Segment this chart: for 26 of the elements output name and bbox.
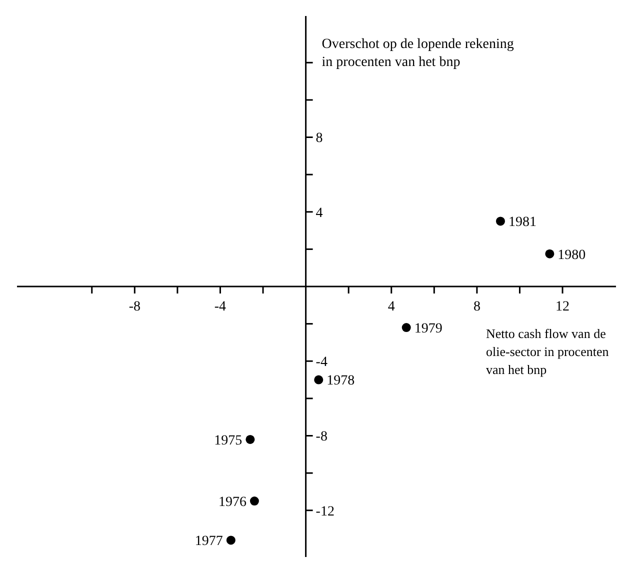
x-tick-label: 8 xyxy=(473,300,480,314)
y-tick-label: -12 xyxy=(316,504,334,520)
x-tick-label: 12 xyxy=(556,300,570,314)
x-axis-title: Netto cash flow van de olie-sector in procenten van het bnp xyxy=(486,324,610,378)
point xyxy=(226,536,236,545)
y-tick-label: -4 xyxy=(316,355,328,370)
x-tick-label: -4 xyxy=(214,300,226,314)
y-tick-label: 4 xyxy=(316,206,323,221)
point xyxy=(250,496,259,506)
x-tick-label: -8 xyxy=(128,300,140,314)
point xyxy=(246,434,255,444)
y-tick-label: 8 xyxy=(316,131,323,146)
annotation: 1978 xyxy=(326,374,355,389)
annotation: 1981 xyxy=(508,215,536,230)
point xyxy=(314,375,324,384)
point xyxy=(402,323,411,332)
x-tick-label: 4 xyxy=(388,300,395,314)
point xyxy=(545,249,554,258)
point xyxy=(496,216,505,226)
annotation: 1980 xyxy=(558,248,586,263)
annotation: 1975 xyxy=(214,433,242,448)
annotation: 1979 xyxy=(414,322,442,337)
annotation: 1976 xyxy=(218,495,246,510)
annotation: 1977 xyxy=(194,534,223,550)
y-axis-title: Overschot op de lopende rekening in procenten van het bnp xyxy=(322,36,515,72)
y-tick-label: -8 xyxy=(316,430,328,445)
